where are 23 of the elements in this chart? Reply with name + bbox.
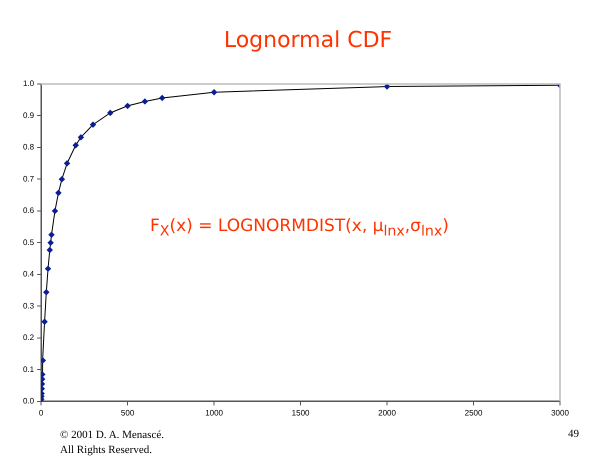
y-tick-label: 0.3: [22, 301, 35, 310]
x-tick-label: 1500: [292, 408, 310, 418]
x-tick-label: 3000: [551, 408, 570, 418]
text: 49: [568, 428, 579, 440]
y-tick-label: 0.2: [22, 333, 35, 342]
x-tick-label: 1000: [205, 408, 224, 418]
y-tick-label: 0.7: [22, 174, 35, 184]
text: © 2001 D. A. Menascé.: [60, 428, 164, 443]
y-tick-label: 0.1: [22, 364, 35, 374]
chart-title: Lognormal CDF: [222, 28, 394, 53]
y-tick-label: 0.0: [22, 396, 35, 406]
y-tick-label: 0.8: [22, 142, 35, 152]
x-tick-label: 2500: [464, 408, 483, 418]
y-tick-label: 0.4: [22, 270, 35, 279]
x-tick-label: 2000: [378, 408, 396, 418]
x-tick-label: 500: [120, 408, 135, 418]
y-tick-label: 0.5: [22, 238, 35, 247]
annotation: F$_{X}$(x) = LOGNORMDIST(x, μ$_{lnx}$,σ$_{lnx}$): [150, 216, 449, 240]
x-tick-label: 0: [38, 408, 44, 418]
y-tick-label: 1.0: [22, 79, 35, 88]
y-tick-label: 0.6: [22, 206, 35, 216]
y-tick-label: 0.9: [22, 110, 35, 120]
text: All Rights Reserved.: [60, 443, 153, 458]
